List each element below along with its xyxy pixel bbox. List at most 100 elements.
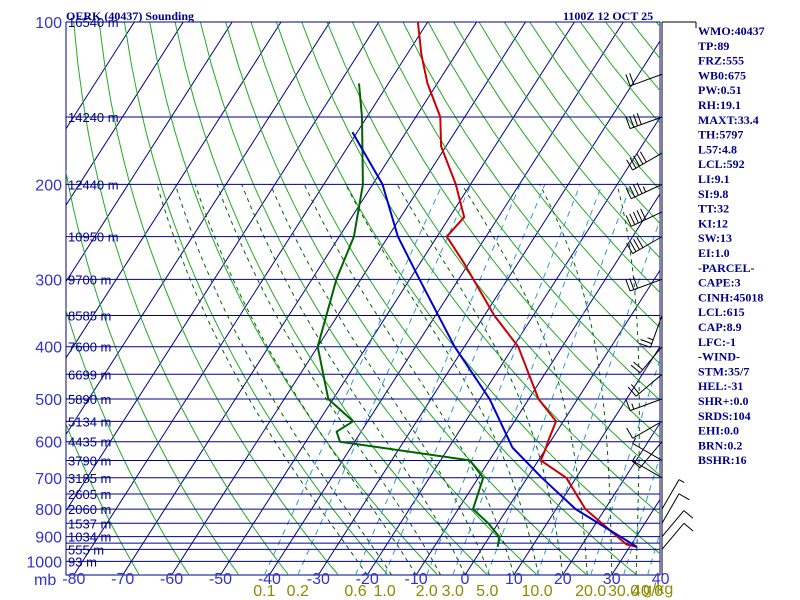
- mixing-ratio-label: 10.0: [522, 583, 553, 600]
- isotherm-line: [66, 22, 282, 359]
- mixing-ratio-unit: g/kg: [643, 581, 673, 598]
- height-label: 555 m: [68, 542, 104, 557]
- dry-adiabat: [478, 22, 660, 259]
- wind-barb-shaft: [629, 73, 663, 87]
- wind-barb: [632, 455, 663, 479]
- pressure-tick-label: 200: [35, 177, 62, 194]
- isotherm-line: [268, 22, 624, 575]
- wind-barb: [625, 208, 663, 227]
- dry-adiabat: [275, 22, 660, 555]
- wind-barb-flag: [625, 187, 632, 199]
- height-label: 9700 m: [68, 272, 111, 287]
- wind-barb: [625, 398, 663, 412]
- temperature-tick-label: 30: [603, 571, 621, 588]
- mixing-ratio-line: [536, 218, 660, 575]
- wind-barb-flag: [625, 279, 631, 292]
- isotherm-line: [73, 22, 429, 575]
- isotherm-line: [66, 22, 331, 436]
- wind-barb-flag: [630, 384, 640, 394]
- wind-barb-flag: [636, 182, 643, 194]
- temperature-tick-label: -60: [160, 571, 183, 588]
- wind-barb-shaft: [635, 373, 663, 397]
- wind-barb-flag: [638, 342, 651, 348]
- wind-barb-shaft: [661, 522, 685, 550]
- wind-barb-flag: [629, 278, 635, 290]
- wind-barb-shaft: [629, 278, 663, 292]
- temperature-tick-label: 20: [554, 571, 572, 588]
- sounding-index-value: KI:12: [698, 216, 728, 230]
- sounding-index-value: CAPE:3: [698, 276, 741, 290]
- pressure-tick-label: 500: [35, 392, 62, 409]
- isotherm-line: [66, 22, 184, 207]
- temperature-tick-label: 0: [461, 571, 470, 588]
- pressure-tick-label: 900: [35, 530, 62, 547]
- sounding-index-value: BSHR:16: [698, 453, 747, 467]
- sounding-index-value: -PARCEL-: [698, 261, 754, 275]
- temperature-tick-label: 40: [652, 571, 670, 588]
- sounding-index-value: SHR+:0.0: [698, 394, 749, 408]
- wind-barb: [627, 373, 663, 397]
- height-label: 12440 m: [68, 177, 119, 192]
- sounding-index-value: LFC:-1: [698, 335, 736, 349]
- mixing-ratio-label: 5.0: [476, 583, 498, 600]
- moist-adiabat: [156, 184, 368, 575]
- mixing-ratio-line: [355, 184, 521, 575]
- dry-adiabat: [301, 22, 660, 515]
- pressure-unit-label: mb: [34, 572, 56, 589]
- wind-barb-flag: [626, 427, 634, 439]
- pressure-tick-label: 300: [35, 272, 62, 289]
- wind-barb-shaft: [639, 346, 663, 374]
- wind-barb: [661, 510, 694, 537]
- wind-barb-flag: [629, 240, 637, 252]
- wind-barb: [661, 479, 685, 510]
- isotherm-line: [171, 22, 526, 575]
- sounding-index-value: MAXT:33.4: [698, 113, 759, 127]
- sounding-index-value: LI:9.1: [698, 172, 730, 186]
- wind-barb-flag: [632, 211, 639, 224]
- moist-adiabat: [303, 184, 515, 575]
- wind-barb-shaft: [632, 460, 663, 479]
- station-title: OERK (40437) Sounding: [66, 9, 194, 23]
- sounding-index-value: FRZ:555: [698, 54, 744, 68]
- wind-barb-flag: [647, 337, 654, 341]
- wind-barb-flag: [633, 238, 640, 250]
- temperature-tick-label: 10: [505, 571, 523, 588]
- height-label: 4435 m: [68, 435, 111, 450]
- wind-barb-flag: [629, 115, 635, 128]
- sounding-index-value: WB0:675: [698, 68, 746, 82]
- sounding-index-value: WMO:40437: [698, 24, 765, 38]
- dry-adiabat: [149, 22, 439, 575]
- mixing-ratio-label: 30.0: [608, 583, 639, 600]
- mixing-ratio-line: [623, 454, 660, 575]
- wind-barb: [630, 346, 663, 374]
- wind-barb-shaft: [632, 420, 663, 439]
- wind-barb-flag: [633, 361, 644, 371]
- wind-barb-flag: [632, 455, 637, 462]
- isotherm-line: [66, 22, 380, 512]
- temperature-tick-label: -70: [111, 571, 134, 588]
- wind-barb: [632, 437, 663, 461]
- dry-adiabat: [250, 22, 637, 575]
- wind-barb: [626, 151, 663, 171]
- dry-adiabat: [326, 22, 660, 477]
- temperature-tick-label: -30: [307, 571, 330, 588]
- wind-barb: [661, 493, 690, 524]
- pressure-tick-label: 600: [35, 435, 62, 452]
- wind-barb-flag: [636, 113, 642, 125]
- wind-barb-shaft: [639, 441, 663, 469]
- mixing-ratio-label: 3.0: [442, 583, 464, 600]
- wind-barb-flag: [625, 399, 631, 411]
- height-label: 2060 m: [68, 502, 111, 517]
- wind-barb: [625, 276, 663, 292]
- wind-barb-flag: [632, 437, 637, 444]
- pressure-tick-label: 800: [35, 502, 62, 519]
- moist-adiabat: [616, 184, 640, 575]
- wind-barb-flag: [629, 213, 636, 225]
- mixing-ratio-label: 1.0: [373, 583, 395, 600]
- mixing-ratio-line: [426, 184, 581, 575]
- moist-adiabat: [396, 184, 564, 575]
- moist-adiabat: [661, 184, 680, 575]
- sounding-index-value: -WIND-: [698, 350, 740, 364]
- isotherm-line: [66, 22, 233, 283]
- wind-barb-shaft: [630, 183, 663, 200]
